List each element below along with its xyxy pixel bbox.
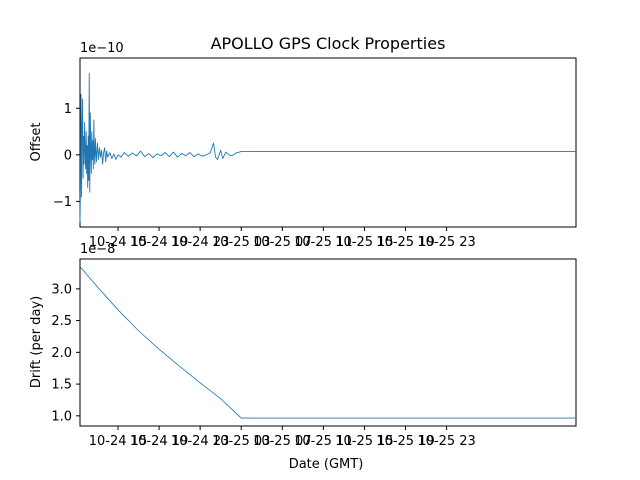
offset-x-tick-label: 10-25 03 [212, 235, 270, 250]
drift-plot-area [79, 258, 577, 427]
offset-series-group [79, 72, 576, 223]
offset-plot-area [79, 57, 577, 228]
drift-x-tick-label: 10-24 23 [171, 434, 229, 449]
offset-x-tick-label: 10-24 19 [130, 235, 188, 250]
drift-series-line [79, 266, 576, 419]
offset-x-tick-label: 10-25 11 [294, 235, 352, 250]
offset-x-tick-label: 10-25 07 [253, 235, 311, 250]
drift-y-tick-label: 1.0 [51, 409, 72, 424]
offset-y-axis-label: Offset [29, 122, 44, 161]
offset-x-tick-label: 10-25 15 [335, 235, 393, 250]
drift-series-group [79, 266, 576, 419]
offset-series-line [79, 72, 576, 223]
offset-y-tick-label: −1 [53, 195, 72, 210]
drift-y-tick-label: 1.5 [51, 378, 72, 393]
offset-x-tick-label: 10-25 23 [417, 235, 475, 250]
drift-y-tick-label: 2.0 [51, 346, 72, 361]
offset-x-tick-label: 10-24 23 [171, 235, 229, 250]
drift-x-tick-label: 10-24 15 [89, 434, 147, 449]
drift-y-axis-label: Drift (per day) [29, 296, 44, 388]
drift-x-tick-label: 10-24 19 [130, 434, 188, 449]
drift-x-tick-label: 10-25 19 [376, 434, 434, 449]
chart-title: APOLLO GPS Clock Properties [211, 34, 446, 53]
drift-x-tick-label: 10-25 23 [417, 434, 475, 449]
offset-y-ticks: −1 0 1 [53, 102, 80, 210]
offset-x-tick-label: 10-24 15 [89, 235, 147, 250]
drift-y-ticks: 1.0 1.5 2.0 2.5 3.0 [51, 282, 80, 424]
drift-y-tick-label: 3.0 [51, 282, 72, 297]
drift-panel: 1e−8 Drift (per day) Date (GMT) 1.0 1.5 2.… [29, 242, 577, 472]
drift-x-axis-label: Date (GMT) [289, 457, 364, 472]
drift-y-tick-label: 2.5 [51, 314, 72, 329]
offset-y-tick-label: 1 [64, 102, 72, 117]
drift-x-tick-label: 10-25 07 [253, 434, 311, 449]
drift-x-tick-label: 10-25 11 [294, 434, 352, 449]
drift-x-tick-label: 10-25 15 [335, 434, 393, 449]
drift-x-tick-label: 10-25 03 [212, 434, 270, 449]
offset-scale-label: 1e−10 [80, 41, 124, 56]
offset-x-tick-label: 10-25 19 [376, 235, 434, 250]
drift-scale-label: 1e−8 [80, 242, 115, 257]
offset-y-tick-label: 0 [64, 148, 72, 163]
